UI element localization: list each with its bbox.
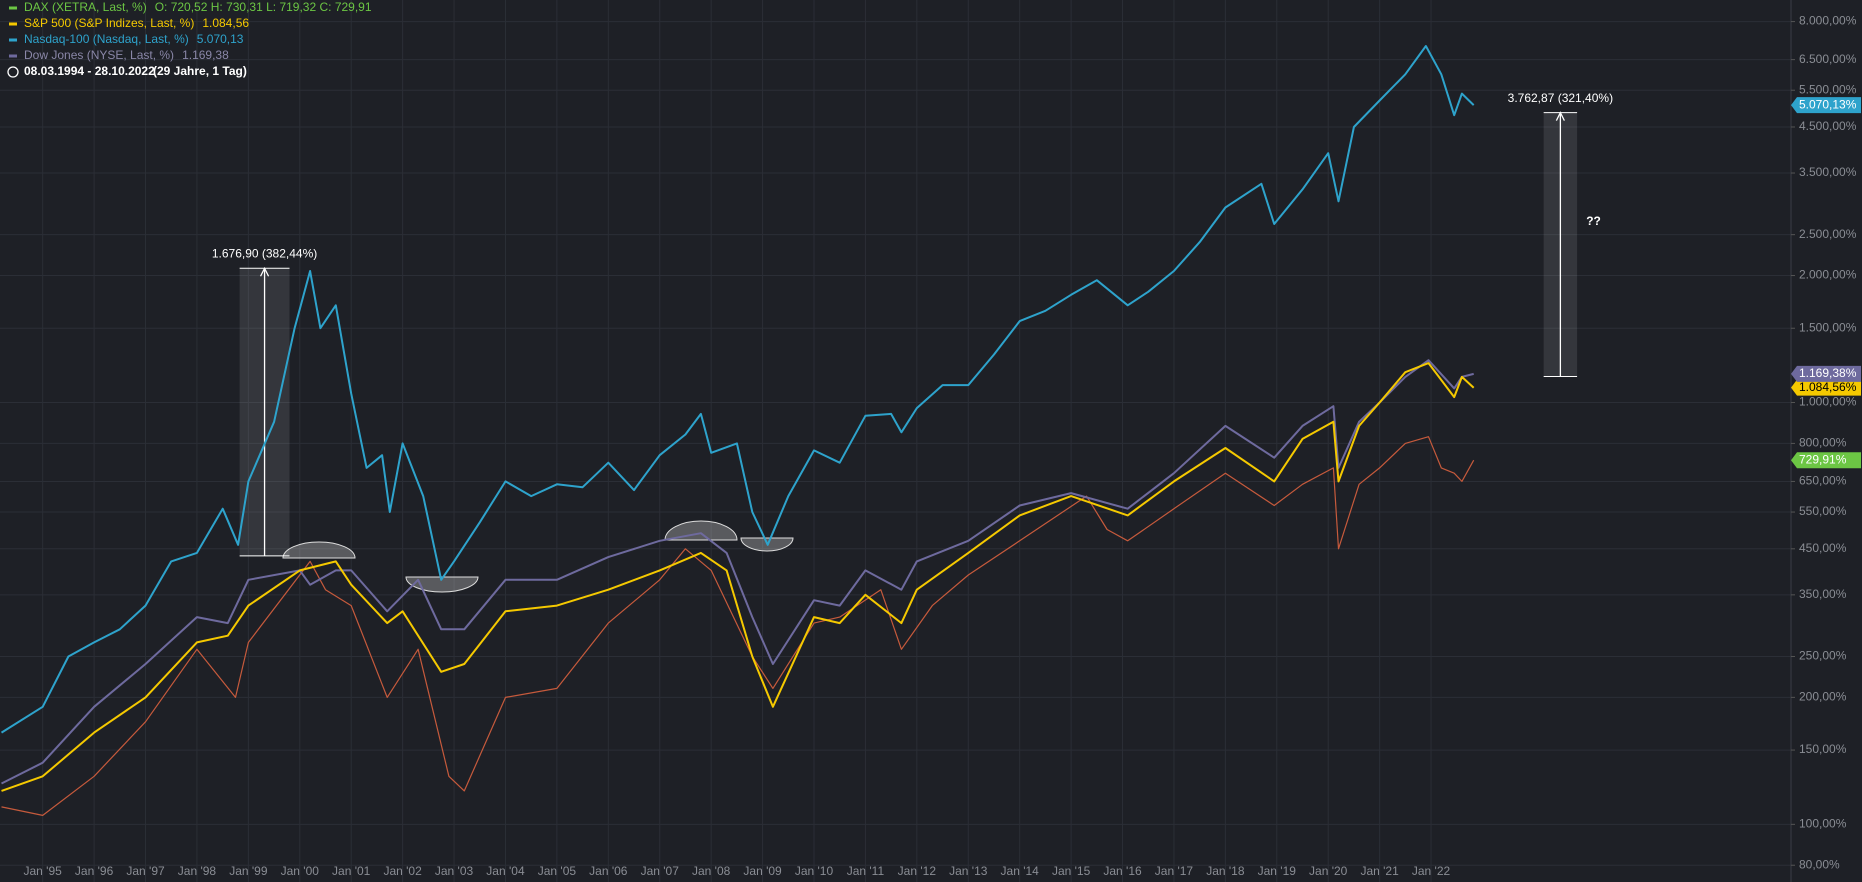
series-line [1,436,1475,816]
tag-bg [1791,365,1861,382]
date-range: 08.03.1994 - 28.10.2022 [24,64,155,78]
duration: (29 Jahre, 1 Tag) [153,64,247,78]
y-tick-label: 2.500,00% [1799,227,1857,241]
x-tick-label: Jan '02 [383,864,422,878]
measure-label: 3.762,87 (321,40%) [1508,91,1613,105]
y-tick-label: 350,00% [1799,587,1847,601]
x-tick-label: Jan '15 [1052,864,1091,878]
tag-label: 1.084,56% [1799,380,1857,394]
last-value-tag: 1.169,38% [1791,365,1861,382]
legend-series-name: Dow Jones (NYSE, Last, %) [24,48,174,62]
y-tick-label: 1.000,00% [1799,395,1857,409]
x-tick-label: Jan '98 [178,864,217,878]
x-tick-label: Jan '07 [641,864,680,878]
y-tick-label: 150,00% [1799,742,1847,756]
legend-value: 1.084,56 [202,16,249,30]
x-tick-label: Jan '10 [795,864,834,878]
y-tick-label: 2.000,00% [1799,268,1857,282]
x-tick-label: Jan '18 [1206,864,1245,878]
arrow-head [259,266,270,277]
x-tick-label: Jan '13 [949,864,988,878]
x-tick-label: Jan '03 [435,864,474,878]
x-tick-label: Jan '11 [847,864,885,878]
tag-label: 5.070,13% [1799,97,1857,111]
x-tick-label: Jan '14 [1001,864,1040,878]
x-tick-label: Jan '09 [743,864,782,878]
series-line [0,45,1475,734]
legend-swatch [9,22,17,26]
legend-value: 1.169,38 [182,48,229,62]
x-tick-label: Jan '00 [281,864,320,878]
legend-series-name: DAX (XETRA, Last, %) [24,0,147,14]
y-tick-label: 450,00% [1799,541,1847,555]
x-tick-label: Jan '17 [1155,864,1194,878]
x-tick-label: Jan '99 [229,864,268,878]
x-tick-label: Jan '08 [692,864,731,878]
y-tick-label: 200,00% [1799,690,1847,704]
y-tick-label: 250,00% [1799,649,1847,663]
arc [664,520,738,541]
grid [0,0,1791,882]
clock-icon [7,66,19,78]
y-tick-label: 5.500,00% [1799,82,1857,96]
y-tick-label: 6.500,00% [1799,52,1857,66]
legend-swatch [9,54,17,58]
x-tick-label: Jan '22 [1412,864,1451,878]
y-tick-label: 80,00% [1799,857,1840,871]
y-tick-label: 4.500,00% [1799,119,1857,133]
y-tick-label: 100,00% [1799,817,1847,831]
tag-label: 729,91% [1799,452,1847,466]
tag-label: 1.169,38% [1799,366,1857,380]
x-tick-label: Jan '01 [332,864,371,878]
tag-bg [1791,379,1861,396]
x-tick-label: Jan '12 [898,864,937,878]
y-tick-label: 800,00% [1799,436,1847,450]
x-tick-label: Jan '96 [75,864,114,878]
series-line [1,362,1475,792]
y-tick-label: 550,00% [1799,504,1847,518]
y-tick-label: 8.000,00% [1799,14,1857,28]
tag-bg [1791,452,1861,469]
annotation: ?? [1586,214,1601,228]
last-value-tag: 5.070,13% [1791,97,1861,114]
x-tick-label: Jan '20 [1309,864,1348,878]
y-tick-label: 1.500,00% [1799,320,1857,334]
x-tick-label: Jan '04 [486,864,525,878]
legend-series-name: S&P 500 (S&P Indizes, Last, %) [24,16,194,30]
arc [282,541,356,559]
legend-value: O: 720,52 H: 730,31 L: 719,32 C: 729,91 [155,0,372,14]
x-tick-label: Jan '16 [1103,864,1142,878]
x-tick-label: Jan '95 [24,864,63,878]
x-tick-label: Jan '05 [538,864,577,878]
legend-swatch [9,38,17,42]
x-tick-label: Jan '06 [589,864,628,878]
legend: DAX (XETRA, Last, %) S&P 500 (S&P Indize… [7,0,372,78]
legend-series-name: Nasdaq-100 (Nasdaq, Last, %) [24,32,189,46]
series-line [1,359,1474,785]
arc [405,576,479,593]
legend-swatch [9,6,17,10]
last-value-tag: 1.084,56% [1791,379,1861,396]
tag-bg [1791,97,1861,114]
arrow-head [1555,111,1565,121]
x-tick-label: Jan '21 [1360,864,1399,878]
y-tick-label: 3.500,00% [1799,165,1857,179]
y-tick-label: 650,00% [1799,474,1847,488]
x-tick-label: Jan '19 [1258,864,1297,878]
measure-label: 1.676,90 (382,44%) [212,246,317,260]
legend-value: 5.070,13 [197,32,244,46]
x-tick-label: Jan '97 [126,864,165,878]
last-value-tag: 729,91% [1791,452,1861,469]
